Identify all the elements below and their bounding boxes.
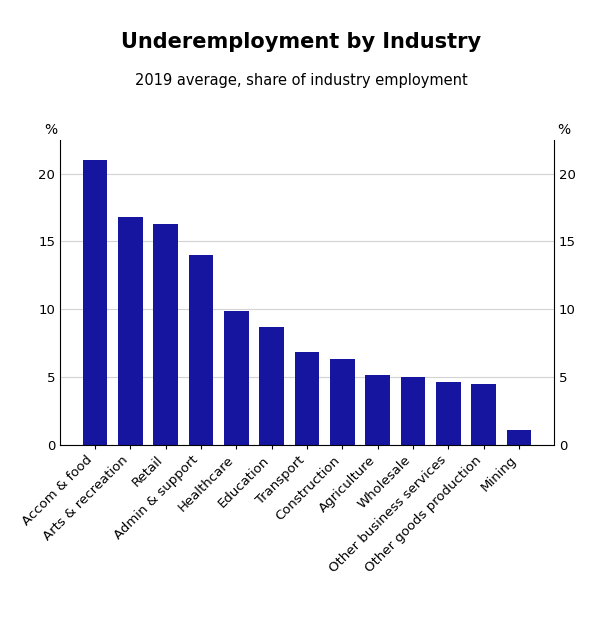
Bar [224,311,249,444]
Bar [365,375,390,444]
Bar [259,326,284,444]
Bar [330,359,355,444]
Bar [82,160,107,444]
Bar [436,382,461,444]
Text: %: % [44,123,57,137]
Bar [401,377,426,444]
Bar [294,352,320,444]
Bar [471,384,496,444]
Text: 2019 average, share of industry employment: 2019 average, share of industry employme… [135,73,467,88]
Text: %: % [557,123,570,137]
Bar [188,255,213,444]
Bar [507,430,532,444]
Text: Underemployment by Industry: Underemployment by Industry [121,32,481,51]
Bar [154,224,178,444]
Bar [118,217,143,444]
